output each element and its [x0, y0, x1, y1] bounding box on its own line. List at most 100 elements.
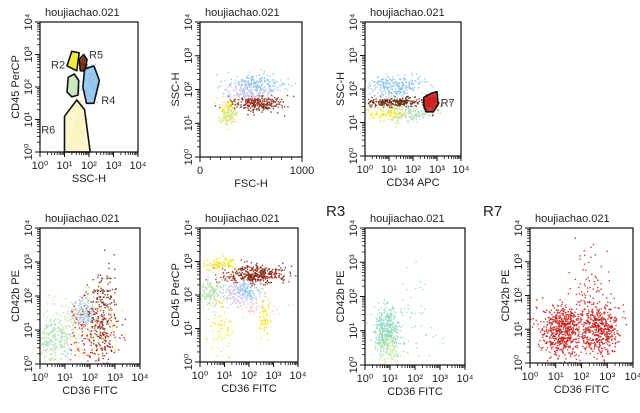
data-point	[87, 314, 89, 316]
data-point	[205, 287, 207, 289]
data-point	[393, 353, 396, 355]
data-point	[88, 331, 90, 333]
data-point	[246, 297, 248, 299]
data-point	[45, 340, 47, 342]
gate-r3	[66, 73, 80, 98]
data-point	[85, 298, 87, 300]
data-point	[240, 259, 242, 261]
data-point	[377, 92, 379, 94]
data-point	[280, 278, 283, 280]
data-point	[266, 108, 268, 110]
data-point	[240, 269, 242, 272]
data-point	[386, 100, 388, 103]
data-point	[243, 278, 245, 280]
data-point	[54, 346, 57, 348]
data-point	[397, 102, 399, 105]
data-point	[213, 322, 215, 324]
data-point	[52, 336, 54, 338]
data-point	[97, 286, 100, 288]
data-point	[254, 106, 257, 108]
data-point	[393, 83, 395, 85]
data-point	[368, 338, 370, 341]
data-point	[64, 318, 66, 320]
data-point	[263, 319, 265, 321]
data-point	[56, 362, 59, 364]
data-point	[216, 295, 218, 298]
data-point	[64, 305, 67, 308]
data-point	[86, 310, 88, 313]
data-point	[388, 91, 390, 93]
data-point	[83, 344, 85, 346]
data-point	[104, 349, 107, 351]
y-tick-label: 10¹	[183, 320, 195, 336]
data-point	[423, 77, 426, 80]
data-point	[53, 321, 55, 323]
data-point	[382, 114, 385, 116]
data-point	[216, 338, 218, 340]
data-point	[222, 305, 225, 308]
data-point	[258, 98, 260, 100]
data-point	[367, 104, 369, 106]
data-point	[264, 320, 266, 322]
data-point	[46, 310, 48, 312]
data-point	[372, 101, 374, 103]
plot-title: houjiachao.021	[205, 7, 280, 19]
data-point	[424, 112, 427, 114]
data-point	[382, 101, 384, 104]
data-point	[60, 346, 62, 348]
data-point	[210, 296, 212, 299]
data-point	[237, 289, 239, 291]
data-point	[249, 93, 251, 95]
data-point	[383, 120, 385, 122]
data-point	[208, 295, 210, 298]
data-point	[272, 108, 275, 110]
data-point	[79, 319, 81, 321]
data-point	[251, 300, 253, 302]
data-point	[78, 88, 81, 90]
data-point	[390, 102, 392, 104]
data-point	[392, 308, 394, 310]
data-point	[63, 345, 66, 347]
data-point	[93, 343, 95, 345]
data-point	[108, 267, 110, 270]
data-point	[402, 102, 405, 105]
data-point	[254, 101, 256, 103]
data-point	[237, 104, 240, 106]
data-point	[261, 111, 263, 113]
data-point	[268, 277, 270, 279]
data-point	[207, 264, 210, 266]
data-point	[253, 313, 255, 315]
data-point	[74, 354, 76, 356]
data-point	[386, 337, 388, 339]
x-tick-label: 10³	[266, 370, 282, 382]
data-point	[385, 345, 387, 347]
data-point	[114, 268, 116, 270]
data-point	[229, 109, 231, 111]
data-point	[247, 104, 250, 106]
data-point	[383, 102, 385, 105]
data-point	[218, 263, 220, 266]
data-point	[270, 104, 273, 106]
data-point	[114, 288, 117, 291]
data-point	[250, 275, 252, 277]
data-point	[203, 260, 205, 262]
data-point	[80, 89, 83, 91]
data-point	[409, 110, 411, 113]
data-point	[385, 103, 388, 105]
x-tick-label: 10²	[82, 372, 98, 384]
data-point	[388, 354, 391, 356]
data-point	[385, 96, 387, 98]
data-point	[371, 358, 373, 360]
data-point	[100, 337, 102, 339]
data-point	[391, 358, 393, 360]
data-point	[256, 302, 258, 304]
y-axis-label: SSC-H	[170, 72, 182, 106]
data-point	[388, 89, 390, 92]
data-point	[60, 337, 62, 339]
data-point	[222, 289, 225, 291]
data-point	[393, 91, 395, 93]
data-point	[226, 124, 228, 126]
data-point	[404, 74, 406, 77]
data-point	[245, 87, 248, 89]
data-point	[378, 323, 380, 325]
